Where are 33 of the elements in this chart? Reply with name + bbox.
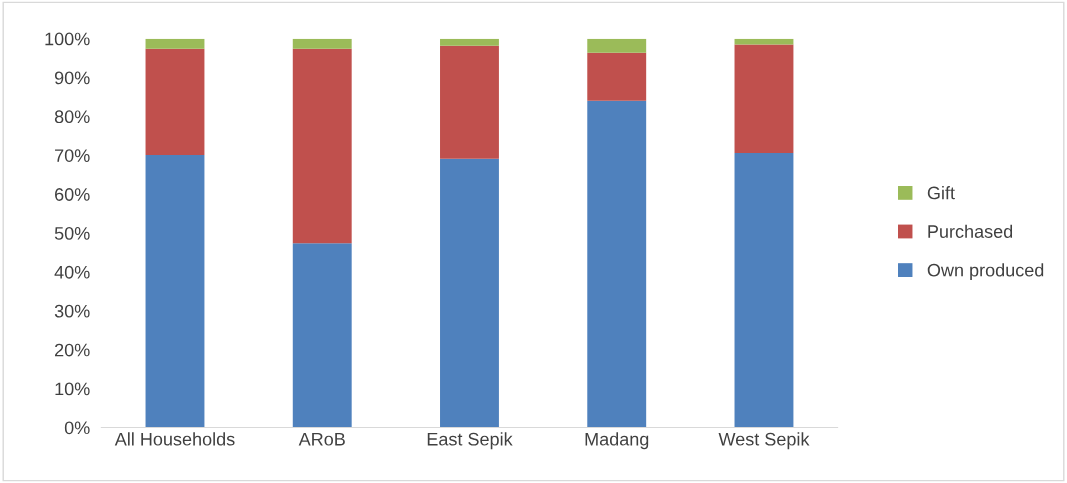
legend-label: Purchased: [928, 224, 1013, 238]
legend-label: Own produced: [927, 263, 1044, 281]
bar: [145, 38, 205, 49]
y-tick-label: 100%: [45, 32, 90, 46]
y-tick-label: 70%: [55, 149, 90, 162]
x-tick-label: ARoB: [298, 432, 345, 446]
bar: [587, 52, 647, 101]
y-tick-label: 0%: [64, 421, 90, 435]
bar: [292, 38, 352, 49]
bar: [440, 45, 499, 159]
y-tick-label: 60%: [55, 188, 90, 201]
y-tick-label: 30%: [54, 304, 90, 318]
x-tick-label: All Households: [114, 432, 235, 446]
bar: [292, 243, 352, 428]
bar: [734, 44, 794, 153]
y-tick-label: 50%: [54, 226, 90, 240]
bar: [440, 38, 499, 46]
legend-label: Gift: [927, 186, 955, 200]
bar: [292, 48, 352, 244]
x-tick-label: Madang: [585, 432, 649, 450]
x-tick-label: West Sepik: [718, 432, 810, 450]
y-tick-label: 90%: [54, 71, 90, 85]
y-tick-label: 40%: [54, 265, 90, 279]
bar: [587, 38, 647, 53]
bar: [587, 100, 647, 428]
y-tick-label: 20%: [55, 343, 90, 357]
x-tick-label: East Sepik: [427, 432, 513, 450]
bar: [734, 152, 794, 428]
bar: [145, 154, 205, 428]
bar: [440, 158, 499, 428]
y-tick-label: 10%: [55, 382, 90, 396]
bar: [145, 48, 205, 155]
y-tick-label: 80%: [54, 110, 90, 124]
